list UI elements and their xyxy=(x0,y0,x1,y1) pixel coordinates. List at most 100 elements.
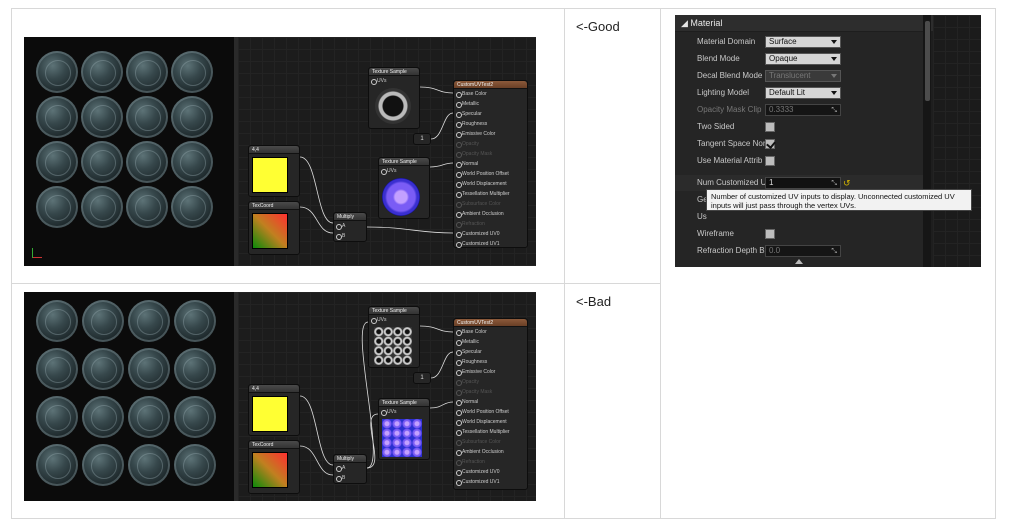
tangent-space-checkbox[interactable] xyxy=(765,139,775,149)
emissive-pin[interactable]: Emissive Color xyxy=(454,129,527,139)
roughness-pin[interactable]: Roughness xyxy=(454,119,527,129)
row-label: Blend Mode xyxy=(697,54,740,63)
specular-pin[interactable]: Specular xyxy=(454,109,527,119)
a-pin[interactable]: A xyxy=(334,221,366,231)
preview-sphere xyxy=(171,141,213,183)
material-graph[interactable]: Texture Sample UVs CustomUVTest2 Base Co… xyxy=(238,292,536,501)
customized-uv1-pin[interactable]: Customized UV1 xyxy=(454,477,527,487)
preview-sphere xyxy=(81,186,123,228)
tiled-normal-thumbnail xyxy=(382,419,422,457)
world-displacement-pin[interactable]: World Displacement xyxy=(454,417,527,427)
customized-uv0-pin[interactable]: Customized UV0 xyxy=(454,229,527,239)
a-pin[interactable]: A xyxy=(334,463,366,473)
material-result-node[interactable]: CustomUVTest2 Base Color Metallic Specul… xyxy=(453,80,528,248)
preview-sphere xyxy=(128,444,170,486)
subsurface-pin: Subsurface Color xyxy=(454,437,527,447)
roughness-pin[interactable]: Roughness xyxy=(454,357,527,367)
details-scrollbar[interactable] xyxy=(923,15,931,267)
graph-wires xyxy=(299,321,454,476)
preview-sphere xyxy=(126,186,168,228)
ao-pin[interactable]: Ambient Occlusion xyxy=(454,447,527,457)
world-displacement-pin[interactable]: World Displacement xyxy=(454,179,527,189)
blend-mode-dropdown[interactable]: Opaque xyxy=(765,53,841,65)
scrollbar-thumb[interactable] xyxy=(925,21,930,101)
node-title: TexCoord xyxy=(249,441,299,449)
wpo-pin[interactable]: World Position Offset xyxy=(454,169,527,179)
node-title: Texture Sample xyxy=(379,158,429,166)
constant-node[interactable]: 4,4 xyxy=(248,384,300,436)
base-color-pin[interactable]: Base Color xyxy=(454,327,527,337)
normal-pin[interactable]: Normal xyxy=(454,397,527,407)
preview-sphere xyxy=(82,444,124,486)
normal-texture-sample-node[interactable]: Texture Sample UVs xyxy=(378,398,430,460)
constant-one-node[interactable]: 1 xyxy=(413,133,431,145)
specular-pin[interactable]: Specular xyxy=(454,347,527,357)
texture-sample-node[interactable]: Texture Sample UVs xyxy=(368,306,420,368)
base-color-pin[interactable]: Base Color xyxy=(454,89,527,99)
refraction-depth-field[interactable]: 0.0 ⤡ xyxy=(765,245,841,257)
normal-texture-sample-node[interactable]: Texture Sample UVs xyxy=(378,157,430,219)
opacity-mask-clip-row: Opacity Mask Clip 0.3333 ⤡ xyxy=(675,102,923,118)
preview-sphere xyxy=(171,51,213,93)
refraction-pin: Refraction xyxy=(454,457,527,467)
wpo-pin[interactable]: World Position Offset xyxy=(454,407,527,417)
material-domain-row: Material Domain Surface xyxy=(675,34,923,50)
expand-advanced-icon[interactable] xyxy=(795,259,803,264)
tessellation-pin[interactable]: Tessellation Multiplier xyxy=(454,189,527,199)
preview-sphere xyxy=(36,186,78,228)
constant-one-node[interactable]: 1 xyxy=(413,372,431,384)
use-material-attributes-checkbox[interactable] xyxy=(765,156,775,166)
lighting-model-dropdown[interactable]: Default Lit xyxy=(765,87,841,99)
multiply-node[interactable]: Multiply A B xyxy=(333,454,367,484)
refraction-depth-row: Refraction Depth B 0.0 ⤡ xyxy=(675,243,923,259)
preview-sphere xyxy=(36,96,78,138)
sphere-grid xyxy=(36,300,216,488)
us-row: Us xyxy=(675,209,923,225)
dropdown-caret-icon xyxy=(831,74,837,78)
texcoord-node[interactable]: TexCoord xyxy=(248,201,300,255)
spin-arrows-icon: ⤡ xyxy=(831,180,837,187)
opacity-mask-clip-field: 0.3333 ⤡ xyxy=(765,104,841,116)
texcoord-swatch xyxy=(252,452,288,488)
customized-uv1-pin[interactable]: Customized UV1 xyxy=(454,239,527,249)
opacity-pin: Opacity xyxy=(454,377,527,387)
uvs-pin[interactable]: UVs xyxy=(369,315,419,325)
emissive-pin[interactable]: Emissive Color xyxy=(454,367,527,377)
texcoord-node[interactable]: TexCoord xyxy=(248,440,300,494)
material-section-header[interactable]: ◢ Material xyxy=(675,15,981,31)
uvs-pin[interactable]: UVs xyxy=(379,166,429,176)
multiply-node[interactable]: Multiply A B xyxy=(333,212,367,242)
b-pin[interactable]: B xyxy=(334,231,366,241)
b-pin[interactable]: B xyxy=(334,473,366,483)
preview-sphere xyxy=(81,141,123,183)
panel-splitter[interactable] xyxy=(234,37,238,266)
uvs-pin[interactable]: UVs xyxy=(369,76,419,86)
wireframe-row: Wireframe xyxy=(675,226,923,242)
two-sided-checkbox[interactable] xyxy=(765,122,775,132)
num-customized-uvs-field[interactable]: 1 ⤡ xyxy=(765,177,841,189)
material-domain-dropdown[interactable]: Surface xyxy=(765,36,841,48)
ao-pin[interactable]: Ambient Occlusion xyxy=(454,209,527,219)
row-label: Num Customized U xyxy=(697,178,765,187)
normal-map-thumbnail xyxy=(382,178,420,216)
opacity-mask-pin: Opacity Mask xyxy=(454,387,527,397)
table-divider xyxy=(564,8,565,519)
material-result-node[interactable]: CustomUVTest2 Base Color Metallic Specul… xyxy=(453,318,528,490)
reset-to-default-icon[interactable]: ↺ xyxy=(843,178,851,188)
subsurface-pin: Subsurface Color xyxy=(454,199,527,209)
uvs-pin[interactable]: UVs xyxy=(379,407,429,417)
panel-splitter[interactable] xyxy=(234,292,238,501)
metallic-pin[interactable]: Metallic xyxy=(454,99,527,109)
wireframe-checkbox[interactable] xyxy=(765,229,775,239)
customized-uv0-pin[interactable]: Customized UV0 xyxy=(454,467,527,477)
material-graph[interactable]: Texture Sample UVs CustomUVTest2 Base Co… xyxy=(238,37,536,266)
row-label: Use Material Attrib xyxy=(697,156,763,165)
tessellation-pin[interactable]: Tessellation Multiplier xyxy=(454,427,527,437)
texture-sample-node[interactable]: Texture Sample UVs xyxy=(368,67,420,129)
preview-sphere xyxy=(128,348,170,390)
normal-pin[interactable]: Normal xyxy=(454,159,527,169)
tiled-texture-thumbnail xyxy=(374,327,412,365)
metallic-pin[interactable]: Metallic xyxy=(454,337,527,347)
preview-sphere xyxy=(82,348,124,390)
constant-node[interactable]: 4,4 xyxy=(248,145,300,197)
